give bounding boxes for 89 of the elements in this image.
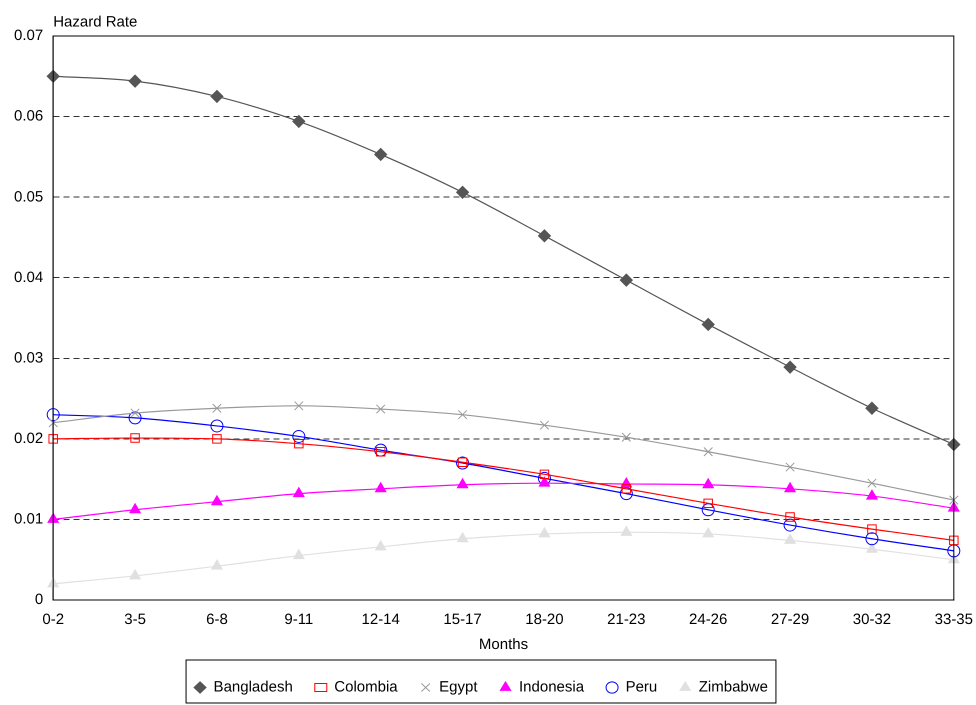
- point: [211, 560, 223, 570]
- x-tick-label: 12-14: [362, 611, 400, 628]
- point: [128, 411, 142, 424]
- legend-label: Peru: [626, 678, 658, 696]
- point: [375, 482, 386, 492]
- point: [456, 478, 468, 488]
- point: [458, 457, 468, 467]
- point: [129, 503, 141, 514]
- point: [210, 419, 224, 432]
- point: [294, 438, 304, 448]
- point: [620, 487, 633, 500]
- legend-label: Bangladesh: [214, 678, 293, 696]
- point: [620, 526, 632, 536]
- y-tick-label: 0.01: [14, 510, 44, 528]
- point: [703, 498, 713, 508]
- x-tick-label: 27-29: [770, 611, 810, 628]
- x-tick-label: 21-23: [607, 611, 646, 628]
- y-tick-label: 0: [34, 591, 44, 608]
- x-tick-label: 15-17: [443, 611, 482, 628]
- point: [293, 549, 305, 560]
- point: [211, 495, 223, 506]
- point: [703, 447, 713, 456]
- point: [48, 434, 58, 444]
- point: [538, 472, 551, 485]
- point: [212, 404, 222, 413]
- point: [784, 518, 797, 532]
- point: [129, 569, 141, 580]
- point: [949, 495, 959, 505]
- point: [46, 408, 60, 422]
- x-tick-label: 24-26: [689, 611, 728, 628]
- x-axis-title: Months: [478, 636, 528, 654]
- point: [702, 527, 714, 538]
- legend-label: Zimbabwe: [698, 678, 768, 696]
- point: [538, 229, 551, 242]
- y-tick-label: 0.03: [14, 349, 44, 366]
- point: [785, 512, 795, 522]
- y-tick-label: 0.06: [14, 108, 44, 125]
- point: [292, 430, 306, 443]
- x-tick-label: 33-35: [934, 611, 974, 628]
- point: [784, 482, 796, 492]
- point: [867, 524, 877, 534]
- point: [456, 186, 470, 199]
- point: [866, 542, 878, 553]
- point: [865, 402, 878, 415]
- y-tick-label: 0.04: [14, 268, 44, 286]
- point: [376, 404, 386, 414]
- point: [458, 410, 468, 420]
- x-tick-label: 9-11: [284, 611, 314, 628]
- point: [292, 114, 306, 128]
- point: [784, 534, 796, 544]
- point: [865, 532, 878, 546]
- legend-label: Indonesia: [519, 678, 585, 696]
- x-tick-label: 0-2: [42, 611, 64, 628]
- legend-label: Colombia: [334, 678, 398, 696]
- y-axis-title: Hazard Rate: [53, 14, 138, 31]
- point: [210, 90, 224, 103]
- point: [947, 544, 960, 558]
- point: [374, 148, 388, 161]
- point: [784, 360, 797, 374]
- point: [785, 462, 795, 472]
- point: [538, 527, 550, 538]
- x-tick-label: 3-5: [124, 611, 146, 628]
- y-tick-label: 0.02: [14, 430, 44, 447]
- point: [456, 532, 468, 542]
- point: [867, 478, 877, 488]
- point: [702, 478, 714, 488]
- point: [374, 444, 388, 457]
- point: [949, 536, 959, 546]
- legend-label: Egypt: [439, 678, 478, 696]
- point: [620, 274, 633, 287]
- x-tick-label: 30-32: [852, 611, 892, 628]
- point: [128, 74, 142, 88]
- point: [130, 433, 140, 443]
- y-tick-label: 0.05: [14, 188, 44, 206]
- point: [866, 490, 878, 500]
- point: [622, 432, 632, 442]
- x-tick-label: 18-20: [525, 611, 564, 628]
- point: [540, 420, 550, 430]
- point: [456, 456, 470, 470]
- point: [375, 540, 386, 550]
- point: [702, 503, 715, 516]
- point: [702, 318, 715, 331]
- point: [538, 476, 550, 487]
- y-tick-label: 0.07: [14, 27, 44, 44]
- point: [293, 487, 305, 498]
- point: [212, 434, 222, 444]
- point: [294, 401, 304, 411]
- x-tick-label: 6-8: [206, 611, 228, 628]
- point: [48, 418, 58, 428]
